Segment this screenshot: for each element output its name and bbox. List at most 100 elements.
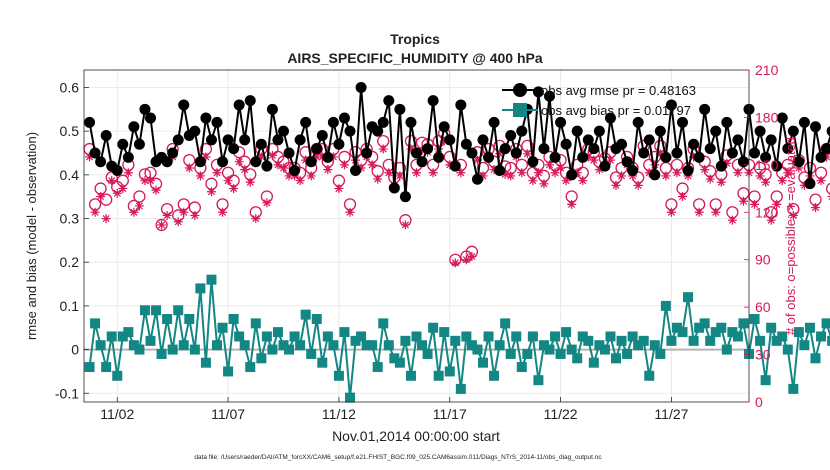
rmse-point	[599, 160, 611, 172]
y-tick-label-7: 0.6	[60, 79, 80, 95]
obs-evaluated-point	[561, 176, 571, 186]
rmse-point	[327, 116, 339, 128]
rmse-point	[510, 147, 522, 159]
obs-evaluated-point	[378, 144, 388, 154]
obs-evaluated-point	[339, 160, 349, 170]
bias-point	[106, 331, 117, 342]
bias-point	[771, 335, 782, 346]
bias-point	[466, 340, 477, 351]
rmse-point	[294, 134, 306, 146]
y-axis-label: rmse and bias (model - observation)	[24, 132, 39, 340]
bias-point	[611, 353, 621, 364]
bias-point	[777, 331, 788, 342]
obs-evaluated-point	[777, 176, 787, 186]
obs-evaluated-point	[750, 199, 760, 209]
obs-evaluated-point	[406, 144, 416, 154]
obs-evaluated-point	[611, 180, 621, 190]
obs-evaluated-point	[472, 155, 482, 165]
bias-point	[688, 335, 699, 346]
rmse-point	[460, 138, 472, 150]
obs-evaluated-point	[689, 152, 699, 162]
bias-point	[117, 331, 128, 342]
obs-evaluated-point	[245, 177, 255, 187]
obs-evaluated-point	[727, 215, 737, 225]
rmse-point	[643, 134, 655, 146]
bias-point	[317, 357, 328, 368]
obs-evaluated-point	[450, 258, 460, 268]
bias-point	[660, 300, 671, 311]
rmse-point	[582, 134, 594, 146]
obs-evaluated-point	[478, 171, 488, 181]
obs-evaluated-point	[495, 149, 505, 159]
rmse-point	[516, 125, 528, 137]
rmse-point	[804, 178, 816, 190]
obs-evaluated-point	[140, 176, 150, 186]
rmse-point	[338, 112, 350, 124]
y2-tick-label-5: 150	[755, 157, 779, 173]
rmse-point	[555, 116, 567, 128]
bias-point	[300, 309, 311, 320]
bias-point	[156, 348, 167, 359]
rmse-point	[499, 143, 511, 155]
obs-evaluated-point	[256, 152, 266, 162]
rmse-point	[89, 147, 101, 159]
y2-tick-label-0: 0	[755, 394, 763, 410]
bias-point	[816, 331, 827, 342]
rmse-point	[84, 116, 96, 128]
bias-point	[694, 322, 705, 333]
rmse-point	[621, 156, 633, 168]
obs-evaluated-point	[112, 188, 122, 198]
rmse-point	[677, 116, 688, 128]
rmse-point	[222, 134, 234, 146]
rmse-point	[627, 164, 639, 176]
obs-evaluated-point	[489, 165, 499, 175]
rmse-point	[344, 125, 356, 137]
obs-evaluated-point	[328, 152, 338, 162]
bias-point	[760, 375, 771, 386]
rmse-point	[416, 156, 428, 168]
obs-evaluated-point	[218, 207, 228, 217]
rmse-point	[477, 134, 489, 146]
obs-evaluated-point	[461, 255, 471, 265]
rmse-point	[244, 95, 256, 107]
obs-evaluated-point	[367, 160, 377, 170]
bias-point	[411, 331, 422, 342]
obs-evaluated-point	[85, 152, 95, 162]
bias-point	[649, 340, 660, 351]
obs-evaluated-point	[533, 168, 543, 178]
obs-evaluated-point	[605, 155, 615, 165]
bias-point	[250, 318, 261, 329]
obs-evaluated-point	[506, 171, 516, 181]
rmse-point	[826, 126, 830, 137]
obs-evaluated-point	[694, 207, 704, 217]
bias-point	[400, 335, 411, 346]
rmse-point	[704, 143, 716, 155]
bias-point	[433, 370, 444, 381]
rmse-point	[278, 125, 289, 137]
bias-point	[494, 340, 505, 351]
bias-point	[261, 331, 272, 342]
bias-point	[566, 344, 577, 355]
rmse-point	[289, 164, 301, 176]
rmse-point	[699, 103, 711, 115]
bias-point	[145, 335, 156, 346]
legend-rmse-marker	[513, 83, 527, 97]
y2-tick-label-6: 180	[755, 109, 779, 125]
bias-point	[644, 370, 655, 381]
bias-point	[405, 370, 416, 381]
y2-tick-label-1: 30	[755, 347, 771, 363]
legend-bias-marker	[513, 103, 527, 117]
rmse-point	[494, 164, 506, 176]
obs-evaluated-point	[223, 176, 233, 186]
x-tick-label-3: 11/17	[433, 406, 467, 422]
obs-evaluated-point	[672, 168, 682, 178]
bias-point	[500, 318, 511, 329]
bias-point	[516, 362, 527, 373]
obs-evaluated-point	[711, 207, 721, 217]
obs-evaluated-point	[240, 165, 250, 175]
bias-point	[732, 331, 743, 342]
y-tick-label-1: 0	[71, 342, 79, 358]
rmse-point	[693, 151, 705, 163]
rmse-point	[139, 103, 151, 115]
obs-evaluated-point	[572, 168, 582, 178]
